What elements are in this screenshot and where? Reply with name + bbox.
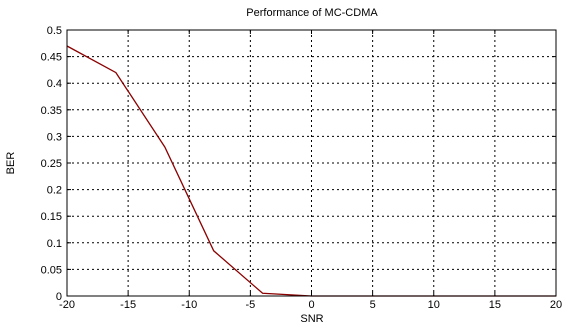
y-tick-label: 0.4 (47, 78, 62, 90)
y-tick-label: 0.2 (47, 185, 62, 197)
x-tick-label: -20 (59, 299, 75, 311)
y-tick-label: 0.25 (41, 158, 62, 170)
y-tick-label: 0.3 (47, 131, 62, 143)
y-tick-label: 0.1 (47, 238, 62, 250)
x-tick-label: 15 (489, 299, 501, 311)
x-tick-labels: -20 -15 -10 -5 0 5 10 15 20 (59, 299, 562, 311)
x-tick-label: 10 (428, 299, 440, 311)
y-tick-label: 0.15 (41, 211, 62, 223)
y-axis-label: BER (5, 152, 17, 175)
x-axis-label: SNR (300, 313, 323, 325)
x-tick-label: -5 (245, 299, 255, 311)
x-tick-label: 0 (308, 299, 314, 311)
x-tick-label: -10 (181, 299, 197, 311)
y-tick-label: 0.5 (47, 25, 62, 37)
tick-marks (66, 29, 557, 297)
y-tick-label: 0 (56, 291, 62, 303)
y-tick-label: 0.35 (41, 105, 62, 117)
chart-title: Performance of MC-CDMA (246, 7, 378, 19)
y-tick-labels: 0 0.05 0.1 0.15 0.2 0.25 0.3 0.35 0.4 0.45 0.5 (41, 25, 62, 303)
x-tick-label: 20 (550, 299, 562, 311)
y-tick-label: 0.45 (41, 52, 62, 64)
y-tick-label: 0.05 (41, 264, 62, 276)
x-tick-label: 5 (370, 299, 376, 311)
x-tick-label: -15 (120, 299, 136, 311)
